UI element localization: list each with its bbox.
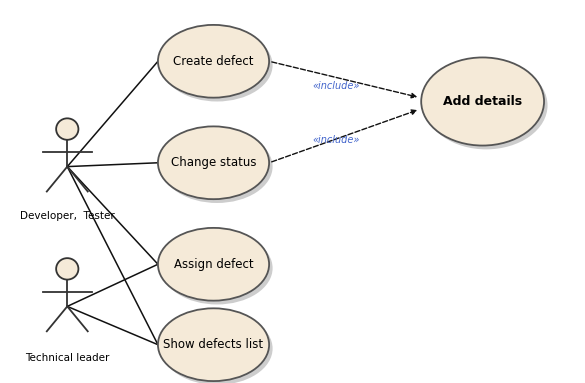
Text: «include»: «include» xyxy=(313,81,360,91)
Text: Change status: Change status xyxy=(171,156,256,169)
Text: Developer,  Tester: Developer, Tester xyxy=(20,211,115,221)
Ellipse shape xyxy=(158,228,269,301)
Text: Create defect: Create defect xyxy=(173,55,254,68)
Ellipse shape xyxy=(158,126,269,199)
Ellipse shape xyxy=(161,29,273,101)
Text: «include»: «include» xyxy=(313,135,360,145)
Text: Show defects list: Show defects list xyxy=(163,338,264,351)
Ellipse shape xyxy=(56,258,78,280)
Ellipse shape xyxy=(161,312,273,383)
Text: Technical leader: Technical leader xyxy=(25,353,109,363)
Text: Add details: Add details xyxy=(443,95,522,108)
Ellipse shape xyxy=(56,118,78,140)
Ellipse shape xyxy=(158,308,269,381)
Ellipse shape xyxy=(161,130,273,203)
Ellipse shape xyxy=(425,61,548,149)
Text: Assign defect: Assign defect xyxy=(174,258,253,271)
Ellipse shape xyxy=(161,232,273,304)
Ellipse shape xyxy=(158,25,269,98)
Ellipse shape xyxy=(421,57,544,146)
